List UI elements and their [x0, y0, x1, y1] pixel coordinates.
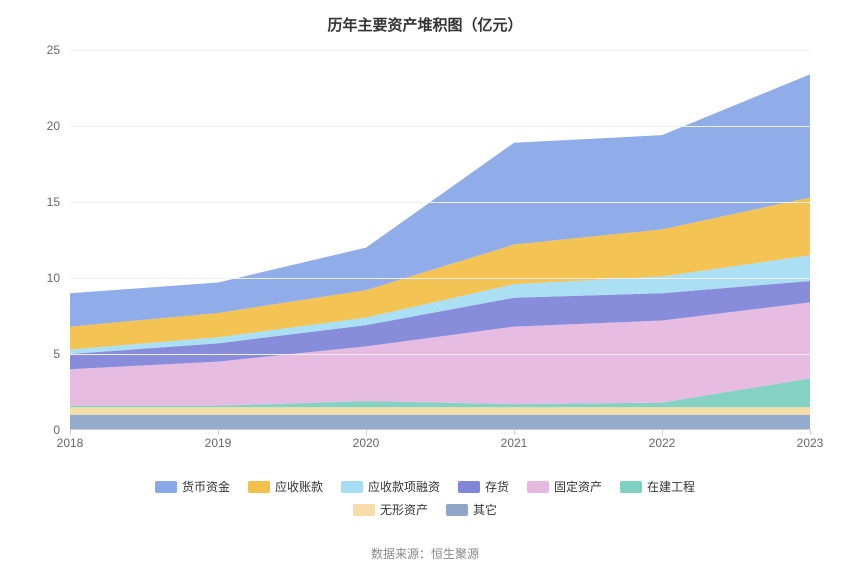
legend-swatch: [155, 481, 177, 493]
legend-label: 在建工程: [647, 478, 695, 495]
y-tick-label: 10: [47, 271, 60, 285]
legend-row: 无形资产 其它: [0, 501, 850, 518]
legend-swatch: [353, 504, 375, 516]
x-tick: [70, 430, 71, 435]
gridline: [70, 278, 810, 279]
x-tick-label: 2019: [205, 436, 232, 450]
plot-area: 0510152025201820192020202120222023: [70, 50, 810, 430]
gridline: [70, 202, 810, 203]
stacked-areas-svg: [70, 50, 810, 430]
legend-item[interactable]: 固定资产: [527, 478, 602, 495]
chart-container: 历年主要资产堆积图（亿元） 05101520252018201920202021…: [0, 0, 850, 574]
legend-label: 应收款项融资: [368, 478, 440, 495]
x-tick: [662, 430, 663, 435]
legend-label: 货币资金: [182, 478, 230, 495]
legend-item[interactable]: 其它: [446, 501, 497, 518]
legend-swatch: [446, 504, 468, 516]
legend-swatch: [527, 481, 549, 493]
legend-item[interactable]: 货币资金: [155, 478, 230, 495]
x-tick: [810, 430, 811, 435]
legend-item[interactable]: 应收账款: [248, 478, 323, 495]
x-tick: [366, 430, 367, 435]
y-tick-label: 5: [53, 347, 60, 361]
area-series: [70, 407, 810, 415]
legend-label: 无形资产: [380, 501, 428, 518]
legend-item[interactable]: 应收款项融资: [341, 478, 440, 495]
area-series: [70, 415, 810, 430]
y-tick-label: 25: [47, 43, 60, 57]
legend-label: 固定资产: [554, 478, 602, 495]
gridline: [70, 126, 810, 127]
x-tick: [514, 430, 515, 435]
x-tick-label: 2021: [501, 436, 528, 450]
legend-swatch: [341, 481, 363, 493]
legend-label: 其它: [473, 501, 497, 518]
legend-label: 存货: [485, 478, 509, 495]
x-tick-label: 2020: [353, 436, 380, 450]
x-tick-label: 2022: [649, 436, 676, 450]
x-axis-line: [70, 429, 810, 430]
y-tick-label: 0: [53, 423, 60, 437]
y-tick-label: 20: [47, 119, 60, 133]
legend-row: 货币资金 应收账款 应收款项融资 存货 固定资产 在建工程: [0, 478, 850, 495]
x-tick: [218, 430, 219, 435]
x-tick-label: 2018: [57, 436, 84, 450]
legend-label: 应收账款: [275, 478, 323, 495]
data-source: 数据来源：恒生聚源: [0, 545, 850, 562]
legend-item[interactable]: 无形资产: [353, 501, 428, 518]
y-tick-label: 15: [47, 195, 60, 209]
legend-swatch: [248, 481, 270, 493]
legend-swatch: [458, 481, 480, 493]
chart-title: 历年主要资产堆积图（亿元）: [0, 0, 850, 45]
x-tick-label: 2023: [797, 436, 824, 450]
gridline: [70, 50, 810, 51]
legend-swatch: [620, 481, 642, 493]
legend-item[interactable]: 在建工程: [620, 478, 695, 495]
gridline: [70, 354, 810, 355]
legend-item[interactable]: 存货: [458, 478, 509, 495]
legend: 货币资金 应收账款 应收款项融资 存货 固定资产 在建工程无形资产 其它: [0, 478, 850, 524]
